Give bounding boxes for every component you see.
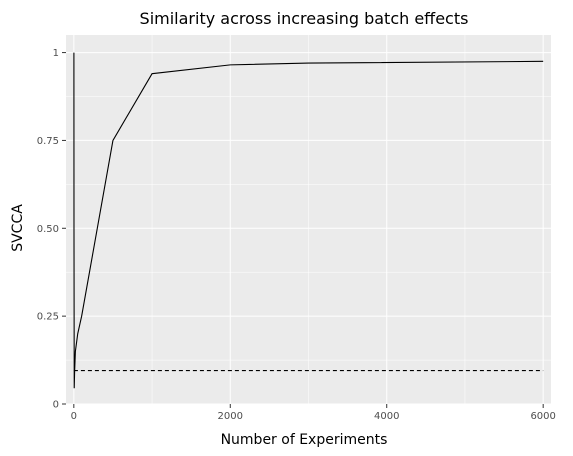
y-tick-label: 0 bbox=[53, 400, 59, 411]
y-tick-label: 0.50 bbox=[37, 224, 59, 235]
y-axis-title: SVCCA bbox=[10, 204, 26, 252]
x-tick-label: 2000 bbox=[218, 411, 243, 422]
y-axis: 0 0.25 0.50 0.75 1 bbox=[37, 48, 66, 411]
x-axis-title: Number of Experiments bbox=[221, 432, 388, 448]
series-layer bbox=[73, 52, 544, 389]
y-tick-label: 0.75 bbox=[37, 136, 59, 147]
x-tick-label: 6000 bbox=[530, 411, 555, 422]
x-tick-label: 4000 bbox=[374, 411, 399, 422]
y-tick-label: 1 bbox=[53, 48, 59, 59]
x-axis: 0 2000 4000 6000 bbox=[71, 404, 556, 422]
series-line-solid bbox=[73, 52, 544, 389]
y-tick-label: 0.25 bbox=[37, 312, 59, 323]
x-tick-label: 0 bbox=[71, 411, 77, 422]
grid-minor bbox=[66, 35, 551, 404]
chart-title: Similarity across increasing batch effec… bbox=[140, 9, 469, 28]
